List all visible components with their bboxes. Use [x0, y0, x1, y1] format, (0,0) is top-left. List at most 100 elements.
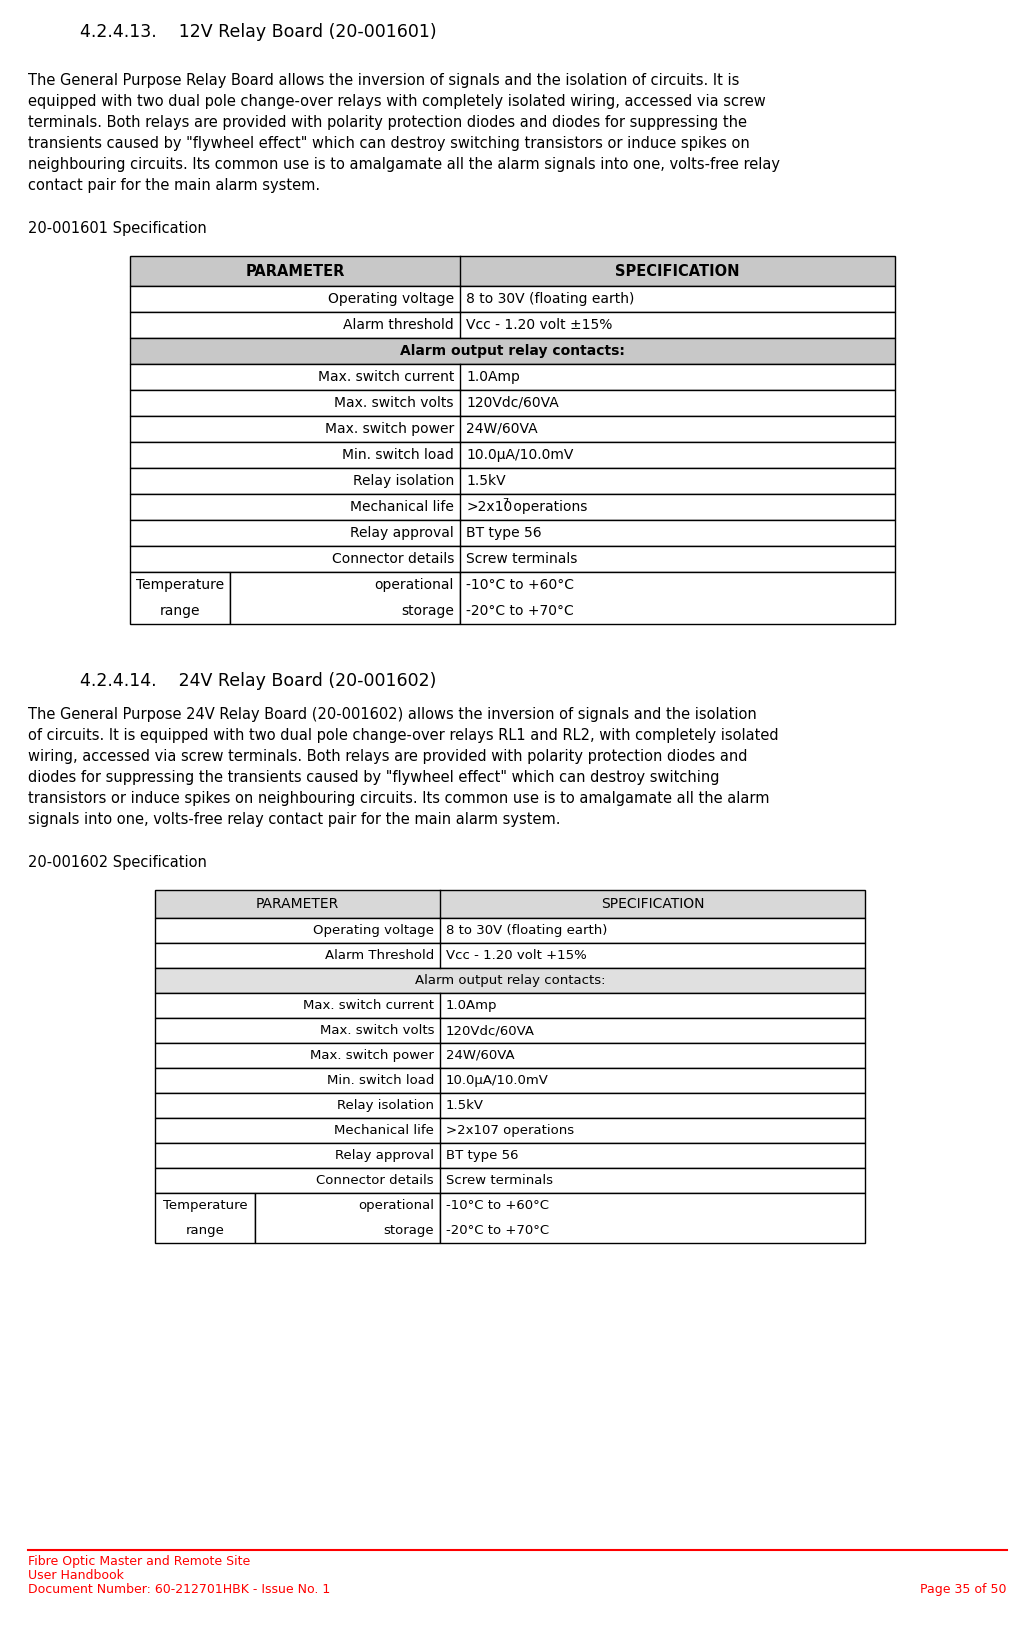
Bar — [130, 495, 895, 519]
Text: wiring, accessed via screw terminals. Both relays are provided with polarity pro: wiring, accessed via screw terminals. Bo… — [28, 749, 747, 763]
Bar — [130, 311, 895, 337]
Text: Max. switch power: Max. switch power — [310, 1048, 434, 1061]
Text: Operating voltage: Operating voltage — [313, 924, 434, 937]
Bar — [130, 337, 895, 364]
Bar — [130, 442, 895, 468]
Bar — [130, 572, 230, 624]
Text: operational: operational — [358, 1199, 434, 1212]
Text: 1.5kV: 1.5kV — [446, 1099, 484, 1112]
Text: Relay isolation: Relay isolation — [337, 1099, 434, 1112]
Text: Screw terminals: Screw terminals — [466, 552, 578, 567]
Text: neighbouring circuits. Its common use is to amalgamate all the alarm signals int: neighbouring circuits. Its common use is… — [28, 157, 780, 172]
Text: User Handbook: User Handbook — [28, 1569, 124, 1582]
Bar — [255, 1192, 440, 1243]
Text: range: range — [185, 1224, 225, 1237]
Bar — [155, 1143, 865, 1168]
Text: Max. switch volts: Max. switch volts — [334, 396, 454, 410]
Text: transistors or induce spikes on neighbouring circuits. Its common use is to amal: transistors or induce spikes on neighbou… — [28, 791, 769, 806]
Text: operations: operations — [509, 500, 588, 514]
Text: 120Vdc/60VA: 120Vdc/60VA — [446, 1024, 535, 1037]
Text: Page 35 of 50: Page 35 of 50 — [920, 1582, 1007, 1595]
Bar — [155, 1093, 865, 1119]
Text: 4.2.4.14.    24V Relay Board (20-001602): 4.2.4.14. 24V Relay Board (20-001602) — [80, 672, 437, 690]
Text: 24W/60VA: 24W/60VA — [466, 423, 537, 436]
Text: Operating voltage: Operating voltage — [328, 292, 454, 306]
Text: Connector details: Connector details — [317, 1174, 434, 1188]
Bar — [155, 993, 865, 1017]
Bar — [130, 287, 895, 311]
Text: Screw terminals: Screw terminals — [446, 1174, 553, 1188]
Text: 1.0Amp: 1.0Amp — [466, 370, 520, 383]
Text: 8 to 30V (floating earth): 8 to 30V (floating earth) — [466, 292, 634, 306]
Text: range: range — [159, 604, 200, 618]
Text: SPECIFICATION: SPECIFICATION — [615, 264, 740, 278]
Bar — [155, 1017, 865, 1043]
Text: Relay approval: Relay approval — [350, 526, 454, 541]
Text: 10.0µA/10.0mV: 10.0µA/10.0mV — [466, 449, 573, 462]
Text: 24W/60VA: 24W/60VA — [446, 1048, 514, 1061]
Text: Vcc - 1.20 volt ±15%: Vcc - 1.20 volt ±15% — [466, 318, 613, 333]
Text: Fibre Optic Master and Remote Site: Fibre Optic Master and Remote Site — [28, 1554, 250, 1568]
Text: Alarm Threshold: Alarm Threshold — [325, 948, 434, 962]
Text: of circuits. It is equipped with two dual pole change-over relays RL1 and RL2, w: of circuits. It is equipped with two dua… — [28, 727, 778, 744]
Text: terminals. Both relays are provided with polarity protection diodes and diodes f: terminals. Both relays are provided with… — [28, 115, 747, 129]
Text: BT type 56: BT type 56 — [446, 1148, 519, 1161]
Text: Max. switch power: Max. switch power — [325, 423, 454, 436]
Text: -10°C to +60°C: -10°C to +60°C — [446, 1199, 549, 1212]
Bar — [155, 943, 865, 968]
Bar — [130, 519, 895, 545]
Text: storage: storage — [383, 1224, 434, 1237]
Text: Temperature: Temperature — [162, 1199, 247, 1212]
Text: Max. switch volts: Max. switch volts — [320, 1024, 434, 1037]
Text: Relay isolation: Relay isolation — [353, 473, 454, 488]
Text: 1.5kV: 1.5kV — [466, 473, 506, 488]
Text: -20°C to +70°C: -20°C to +70°C — [446, 1224, 550, 1237]
Bar — [130, 390, 895, 416]
Text: Max. switch current: Max. switch current — [318, 370, 454, 383]
Bar — [130, 545, 895, 572]
Text: Mechanical life: Mechanical life — [334, 1124, 434, 1137]
Text: 20-001601 Specification: 20-001601 Specification — [28, 221, 207, 236]
Text: Connector details: Connector details — [331, 552, 454, 567]
Text: >2x10: >2x10 — [466, 500, 512, 514]
Bar — [155, 1068, 865, 1093]
Text: Vcc - 1.20 volt +15%: Vcc - 1.20 volt +15% — [446, 948, 587, 962]
Bar — [155, 1119, 865, 1143]
Text: Min. switch load: Min. switch load — [327, 1075, 434, 1088]
Text: BT type 56: BT type 56 — [466, 526, 541, 541]
Bar — [155, 1043, 865, 1068]
Text: Alarm output relay contacts:: Alarm output relay contacts: — [401, 344, 625, 359]
Text: PARAMETER: PARAMETER — [256, 898, 339, 911]
Text: Document Number: 60-212701HBK - Issue No. 1: Document Number: 60-212701HBK - Issue No… — [28, 1582, 330, 1595]
Text: Max. switch current: Max. switch current — [303, 999, 434, 1012]
Text: 120Vdc/60VA: 120Vdc/60VA — [466, 396, 559, 410]
Text: Alarm threshold: Alarm threshold — [344, 318, 454, 333]
Text: transients caused by "flywheel effect" which can destroy switching transistors o: transients caused by "flywheel effect" w… — [28, 136, 749, 151]
Bar — [230, 572, 460, 624]
Text: -10°C to +60°C: -10°C to +60°C — [466, 578, 574, 591]
Text: 1.0Amp: 1.0Amp — [446, 999, 498, 1012]
Text: -20°C to +70°C: -20°C to +70°C — [466, 604, 573, 618]
Bar — [155, 889, 865, 917]
Text: >2x107 operations: >2x107 operations — [446, 1124, 574, 1137]
Bar — [155, 1192, 255, 1243]
Text: operational: operational — [375, 578, 454, 591]
Text: PARAMETER: PARAMETER — [245, 264, 345, 278]
Bar — [155, 917, 865, 943]
Text: diodes for suppressing the transients caused by "flywheel effect" which can dest: diodes for suppressing the transients ca… — [28, 770, 719, 785]
Text: equipped with two dual pole change-over relays with completely isolated wiring, : equipped with two dual pole change-over … — [28, 93, 766, 110]
Text: SPECIFICATION: SPECIFICATION — [600, 898, 704, 911]
Bar — [130, 364, 895, 390]
Text: Min. switch load: Min. switch load — [343, 449, 454, 462]
Text: 4.2.4.13.    12V Relay Board (20-001601): 4.2.4.13. 12V Relay Board (20-001601) — [80, 23, 437, 41]
Text: Relay approval: Relay approval — [335, 1148, 434, 1161]
Text: 20-001602 Specification: 20-001602 Specification — [28, 855, 207, 870]
Text: Temperature: Temperature — [136, 578, 224, 591]
Bar — [130, 468, 895, 495]
Text: The General Purpose Relay Board allows the inversion of signals and the isolatio: The General Purpose Relay Board allows t… — [28, 74, 739, 88]
Text: contact pair for the main alarm system.: contact pair for the main alarm system. — [28, 179, 320, 193]
Text: Mechanical life: Mechanical life — [350, 500, 454, 514]
Text: storage: storage — [402, 604, 454, 618]
Bar — [440, 1192, 865, 1243]
Bar — [460, 572, 895, 624]
